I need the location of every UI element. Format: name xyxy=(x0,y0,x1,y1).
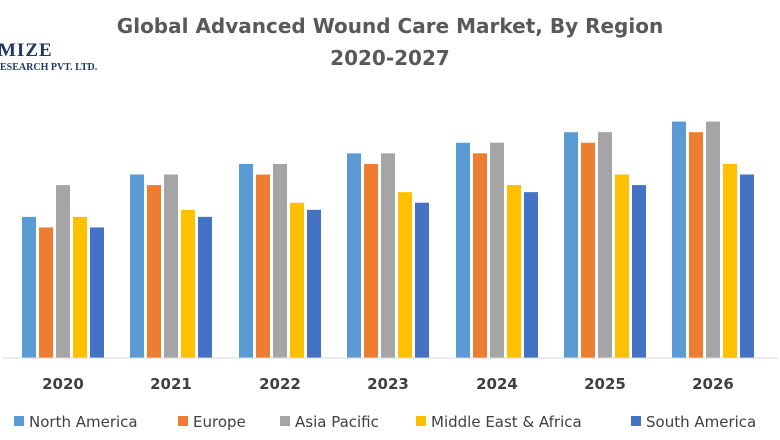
x-tick-label-2023: 2023 xyxy=(367,375,409,393)
bar-2021-north-america xyxy=(130,174,144,358)
chart-subtitle: 2020-2027 xyxy=(330,46,450,70)
legend-swatch xyxy=(416,416,426,426)
x-tick-label-2026: 2026 xyxy=(692,375,734,393)
legend-swatch xyxy=(631,416,641,426)
legend-item-north-america: North America xyxy=(14,413,138,431)
bar-2020-south-america xyxy=(90,227,104,358)
bar-2022-north-america xyxy=(239,163,253,358)
bar-2024-asia-pacific xyxy=(490,142,504,358)
bar-2022-asia-pacific xyxy=(273,163,287,358)
bar-2026-asia-pacific xyxy=(706,121,720,358)
x-tick-label-2022: 2022 xyxy=(259,375,301,393)
bars-group xyxy=(22,121,754,358)
legend: North America Europe Asia Pacific Middle Ea… xyxy=(14,413,756,431)
bar-2020-middle-east-africa xyxy=(73,216,87,358)
bar-2026-middle-east-africa xyxy=(723,163,737,358)
bar-2023-south-america xyxy=(415,202,429,358)
bar-2026-europe xyxy=(689,132,703,358)
bar-2024-south-america xyxy=(524,192,538,358)
bar-2024-europe xyxy=(473,153,487,358)
legend-label: Europe xyxy=(193,413,246,431)
legend-label: North America xyxy=(29,413,138,431)
legend-label: South America xyxy=(646,413,756,431)
bar-2020-asia-pacific xyxy=(56,185,70,358)
legend-item-middle-east-africa: Middle East & Africa xyxy=(416,413,582,431)
bar-2022-middle-east-africa xyxy=(290,202,304,358)
x-tick-label-2020: 2020 xyxy=(42,375,84,393)
bar-2026-south-america xyxy=(740,174,754,358)
bar-2025-europe xyxy=(581,142,595,358)
bar-2023-europe xyxy=(364,163,378,358)
bar-2025-south-america xyxy=(632,185,646,358)
bar-2024-middle-east-africa xyxy=(507,185,521,358)
logo-text-top: MIZE xyxy=(0,40,53,61)
legend-swatch xyxy=(280,416,290,426)
legend-label: Middle East & Africa xyxy=(431,413,582,431)
bar-2021-asia-pacific xyxy=(164,174,178,358)
legend-item-asia-pacific: Asia Pacific xyxy=(280,413,379,431)
x-tick-label-2024: 2024 xyxy=(476,375,518,393)
bar-2023-asia-pacific xyxy=(381,153,395,358)
bar-2020-north-america xyxy=(22,216,36,358)
company-logo: MIZE ESEARCH PVT. LTD. xyxy=(0,40,120,80)
legend-item-europe: Europe xyxy=(178,413,246,431)
bar-2026-north-america xyxy=(672,121,686,358)
x-tick-label-2025: 2025 xyxy=(584,375,626,393)
bar-2021-south-america xyxy=(198,216,212,358)
bar-2025-asia-pacific xyxy=(598,132,612,358)
bar-2022-europe xyxy=(256,174,270,358)
bar-2020-europe xyxy=(39,227,53,358)
bar-2023-north-america xyxy=(347,153,361,358)
legend-item-south-america: South America xyxy=(631,413,756,431)
logo-text-bottom: ESEARCH PVT. LTD. xyxy=(0,62,98,73)
bar-2022-south-america xyxy=(307,209,321,358)
bar-2025-north-america xyxy=(564,132,578,358)
x-tick-labels: 2020 2021 2022 2023 2024 2025 2026 xyxy=(42,375,734,393)
bar-2025-middle-east-africa xyxy=(615,174,629,358)
chart-title: Global Advanced Wound Care Market, By Re… xyxy=(116,14,664,38)
legend-label: Asia Pacific xyxy=(295,413,379,431)
x-tick-label-2021: 2021 xyxy=(150,375,192,393)
bar-2021-europe xyxy=(147,185,161,358)
bar-2021-middle-east-africa xyxy=(181,209,195,358)
legend-swatch xyxy=(14,416,24,426)
legend-swatch xyxy=(178,416,188,426)
bar-2023-middle-east-africa xyxy=(398,192,412,358)
bar-2024-north-america xyxy=(456,142,470,358)
